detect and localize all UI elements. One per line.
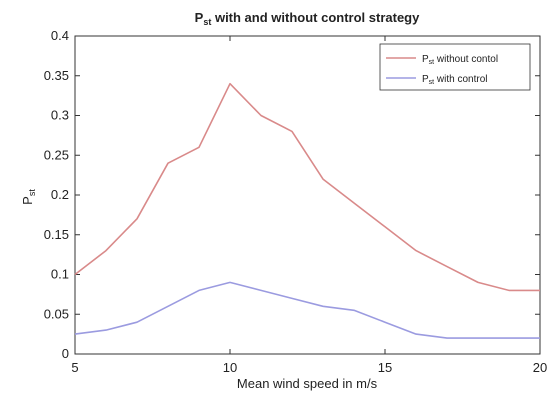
- y-tick-label: 0.4: [51, 28, 69, 43]
- y-tick-label: 0.3: [51, 108, 69, 123]
- y-tick-label: 0.35: [44, 68, 69, 83]
- x-tick-label: 5: [71, 360, 78, 375]
- legend-box: [379, 43, 531, 91]
- y-tick-label: 0.1: [51, 267, 69, 282]
- x-axis-label: Mean wind speed in m/s: [237, 376, 378, 391]
- plot-area: 0 0.05 0.1 0.15 0.2 0.25 0.3 0.35 0.4 5 10 15 20 Pst …: [44, 28, 548, 375]
- chart-title: Pst with and without control strategy: [195, 10, 420, 27]
- legend: Pst without contol Pst with control: [379, 43, 531, 91]
- y-tick-label: 0.25: [44, 147, 69, 162]
- legend-entry: Pst with control: [422, 74, 487, 86]
- y-tick-label: 0: [62, 346, 69, 361]
- x-tick-label: 10: [223, 360, 237, 375]
- y-axis-label: Pst: [20, 189, 37, 205]
- legend-entry: Pst without contol: [422, 54, 498, 66]
- x-tick-label: 15: [378, 360, 392, 375]
- y-tick-label: 0.15: [44, 227, 69, 242]
- series-line-with-control: [74, 281, 540, 339]
- series-line-without-control: [74, 82, 540, 292]
- y-tick-label: 0.2: [51, 187, 69, 202]
- x-tick-label: 20: [533, 360, 547, 375]
- y-tick-label: 0.05: [44, 306, 69, 321]
